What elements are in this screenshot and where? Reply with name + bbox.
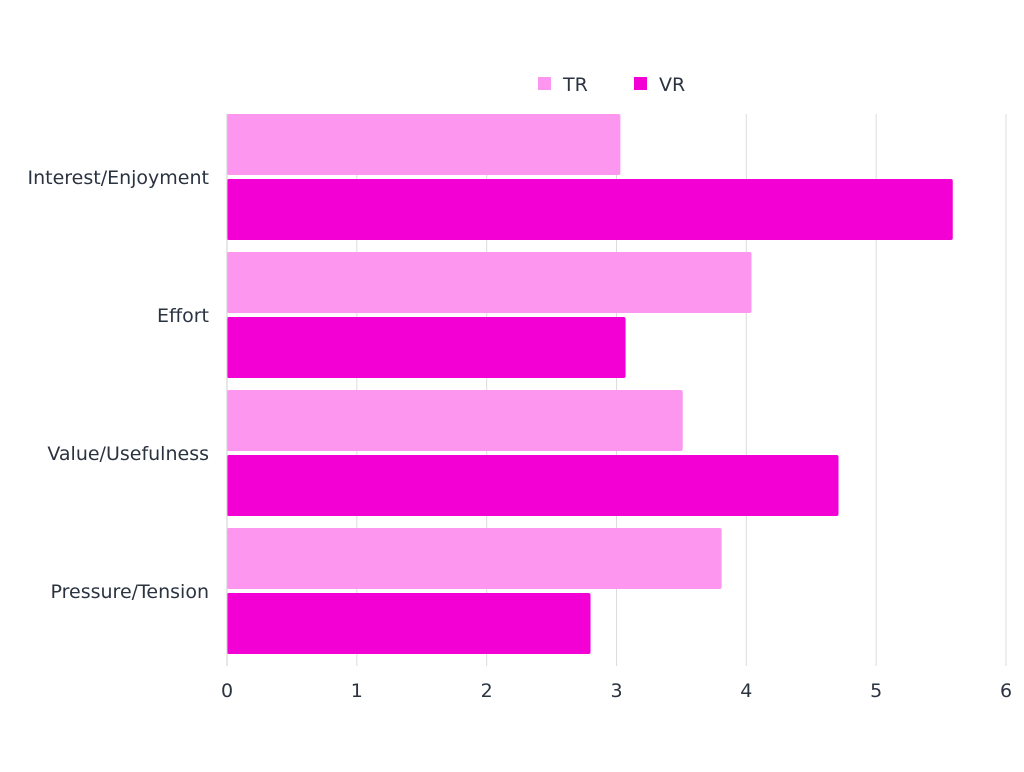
- bar-vr-value-usefulness[interactable]: [227, 455, 839, 516]
- legend-label-tr: TR: [562, 74, 588, 96]
- legend-item-tr[interactable]: TR: [538, 74, 588, 96]
- x-tick-label: 4: [740, 680, 752, 702]
- legend[interactable]: TR VR: [538, 74, 685, 96]
- legend-label-vr: VR: [659, 74, 685, 96]
- bar-tr-interest-enjoyment[interactable]: [227, 114, 621, 175]
- y-category-label: Value/Usefulness: [47, 443, 209, 465]
- y-category-label: Interest/Enjoyment: [27, 167, 209, 189]
- bar-tr-effort[interactable]: [227, 252, 752, 313]
- legend-swatch-vr: [634, 77, 647, 90]
- x-tick-label: 5: [870, 680, 882, 702]
- x-tick-label: 2: [481, 680, 493, 702]
- bar-layer: [227, 114, 953, 654]
- y-category-label: Effort: [157, 305, 209, 327]
- bar-tr-value-usefulness[interactable]: [227, 390, 683, 451]
- x-tick-label: 3: [610, 680, 622, 702]
- x-tick-label: 1: [351, 680, 363, 702]
- y-category-label: Pressure/Tension: [51, 581, 210, 603]
- legend-swatch-tr: [538, 77, 551, 90]
- bar-vr-pressure-tension[interactable]: [227, 593, 591, 654]
- bar-tr-pressure-tension[interactable]: [227, 528, 722, 589]
- bar-vr-effort[interactable]: [227, 317, 626, 378]
- legend-item-vr[interactable]: VR: [634, 74, 685, 96]
- axis-layer: 0 1 2 3 4 5 6 Interest/Enjoyment Effort Value/Use…: [27, 114, 1012, 702]
- x-tick-label: 6: [1000, 680, 1012, 702]
- bar-vr-interest-enjoyment[interactable]: [227, 179, 953, 240]
- x-tick-label: 0: [221, 680, 233, 702]
